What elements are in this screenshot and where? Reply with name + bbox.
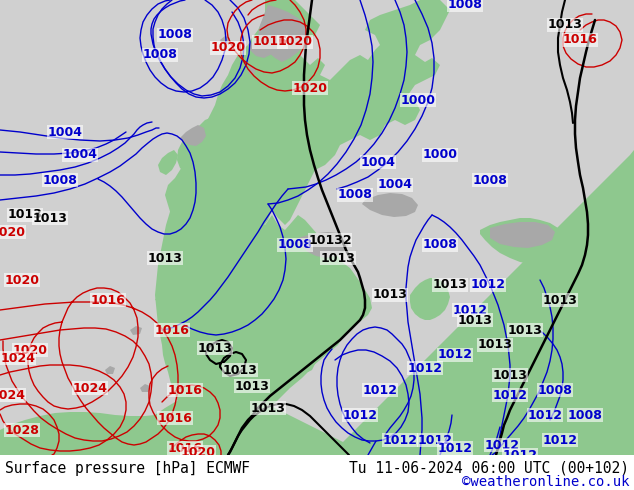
Polygon shape [248, 66, 256, 74]
Text: 1012: 1012 [363, 384, 398, 396]
Text: 1013: 1013 [493, 368, 527, 382]
Text: 1020: 1020 [292, 81, 328, 95]
Text: 1024: 1024 [1, 351, 36, 365]
Text: 1008: 1008 [143, 49, 178, 62]
Text: 1013: 1013 [321, 251, 356, 265]
Text: 1020: 1020 [0, 225, 25, 239]
Text: 1012: 1012 [408, 362, 443, 374]
Text: 1013: 1013 [477, 339, 512, 351]
Text: 1013: 1013 [432, 278, 467, 292]
Text: 1012: 1012 [470, 278, 505, 292]
Polygon shape [155, 232, 242, 330]
Text: 1012: 1012 [503, 448, 538, 462]
Text: 1020: 1020 [4, 273, 39, 287]
Polygon shape [490, 222, 555, 248]
Polygon shape [90, 384, 100, 392]
Text: 10132: 10132 [308, 234, 352, 246]
Polygon shape [105, 366, 115, 374]
Text: 1020: 1020 [210, 42, 245, 54]
Polygon shape [296, 232, 348, 258]
Text: 1008: 1008 [448, 0, 482, 11]
Text: 1000: 1000 [401, 94, 436, 106]
Polygon shape [258, 5, 308, 62]
Text: 1013: 1013 [508, 323, 543, 337]
Text: 1013: 1013 [548, 19, 583, 31]
Text: 1008: 1008 [278, 239, 313, 251]
Polygon shape [0, 392, 370, 455]
Text: ©weatheronline.co.uk: ©weatheronline.co.uk [462, 475, 629, 489]
Text: 1020: 1020 [278, 35, 313, 49]
Text: 1016: 1016 [252, 35, 287, 49]
Text: Surface pressure [hPa] ECMWF: Surface pressure [hPa] ECMWF [5, 461, 250, 475]
Text: 1024: 1024 [0, 389, 25, 401]
Polygon shape [130, 326, 142, 335]
Text: 1004: 1004 [48, 125, 82, 139]
Text: 1016: 1016 [158, 412, 193, 424]
Text: 1013: 1013 [458, 314, 493, 326]
Polygon shape [220, 36, 230, 44]
Text: 1004: 1004 [361, 155, 396, 169]
Polygon shape [480, 218, 570, 264]
Text: 1012: 1012 [453, 303, 488, 317]
Text: 1008: 1008 [423, 239, 458, 251]
Polygon shape [158, 150, 178, 175]
Text: 1024: 1024 [72, 382, 108, 394]
Polygon shape [180, 125, 206, 146]
Text: 1013: 1013 [373, 289, 408, 301]
Text: Tu 11-06-2024 06:00 UTC (00+102): Tu 11-06-2024 06:00 UTC (00+102) [349, 461, 629, 475]
Text: 1012: 1012 [543, 434, 578, 446]
Text: 1008: 1008 [337, 189, 372, 201]
Text: 1016: 1016 [167, 441, 202, 455]
Text: 1008: 1008 [567, 409, 602, 421]
Text: 1013: 1013 [148, 251, 183, 265]
Polygon shape [177, 118, 218, 172]
Text: 1013: 1013 [32, 212, 67, 224]
Text: 1008: 1008 [538, 384, 573, 396]
Polygon shape [330, 0, 634, 455]
Text: 1012: 1012 [527, 409, 562, 421]
Text: 1008: 1008 [472, 173, 507, 187]
Text: 1012: 1012 [418, 434, 453, 446]
Polygon shape [248, 38, 275, 58]
Text: 1016: 1016 [155, 323, 190, 337]
Text: 1013: 1013 [223, 364, 257, 376]
Polygon shape [140, 384, 150, 392]
Text: 1012: 1012 [437, 348, 472, 362]
Text: 1004: 1004 [63, 148, 98, 162]
Text: 1008: 1008 [42, 173, 77, 187]
Polygon shape [410, 278, 450, 320]
Polygon shape [155, 100, 372, 453]
Polygon shape [165, 0, 450, 228]
Text: 1013: 1013 [543, 294, 578, 307]
Text: 1020: 1020 [181, 445, 216, 459]
Text: 1016: 1016 [562, 33, 597, 47]
Text: 1013: 1013 [250, 401, 285, 415]
Text: 1028: 1028 [4, 423, 39, 437]
Text: 1016: 1016 [167, 384, 202, 396]
Text: 1016: 1016 [91, 294, 126, 307]
Text: 1000: 1000 [422, 148, 458, 162]
Text: 1020: 1020 [13, 343, 48, 357]
Text: 1013: 1013 [235, 379, 269, 392]
Text: 1013: 1013 [8, 209, 42, 221]
Text: 1008: 1008 [158, 28, 193, 42]
Text: 1012: 1012 [437, 441, 472, 455]
Text: 1012: 1012 [382, 434, 418, 446]
Polygon shape [307, 248, 353, 372]
Text: 1012: 1012 [342, 409, 377, 421]
Text: 1012: 1012 [484, 439, 519, 451]
Polygon shape [362, 193, 418, 217]
Text: 1013: 1013 [198, 342, 233, 354]
Text: 1012: 1012 [493, 389, 527, 401]
Text: 1004: 1004 [377, 178, 413, 192]
